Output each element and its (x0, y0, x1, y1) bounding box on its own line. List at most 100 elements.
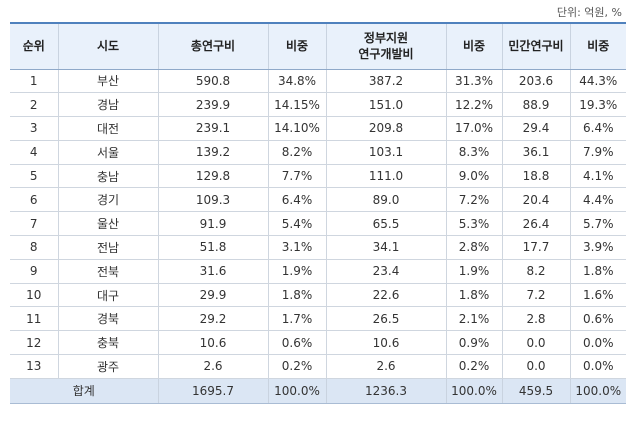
cell-total-share: 5.4% (267, 211, 326, 237)
total-total: 1695.7 (157, 378, 268, 404)
cell-gov: 151.0 (325, 92, 446, 118)
total-private: 459.5 (501, 378, 570, 404)
cell-private: 20.4 (501, 187, 570, 213)
cell-gov-share: 0.9% (445, 330, 502, 356)
cell-private: 203.6 (501, 69, 570, 94)
cell-private: 88.9 (501, 92, 570, 118)
cell-gov-share: 7.2% (445, 187, 502, 213)
cell-total-share: 7.7% (267, 164, 326, 189)
table-row: 4 서울 139.2 8.2% 103.1 8.3% 36.1 7.9% (10, 140, 626, 165)
cell-gov: 2.6 (325, 354, 446, 379)
cell-gov-share: 1.9% (445, 259, 502, 284)
cell-total: 139.2 (157, 140, 268, 165)
cell-rank: 9 (10, 259, 58, 284)
cell-total: 10.6 (157, 330, 268, 356)
cell-total: 239.9 (157, 92, 268, 118)
cell-total-share: 1.9% (267, 259, 326, 284)
cell-total-share: 3.1% (267, 235, 326, 260)
cell-region: 충남 (57, 164, 158, 189)
header-private: 민간연구비 (501, 22, 570, 70)
cell-rank: 10 (10, 283, 58, 308)
cell-gov: 26.5 (325, 306, 446, 332)
table-row: 7 울산 91.9 5.4% 65.5 5.3% 26.4 5.7% (10, 211, 626, 237)
cell-gov-share: 5.3% (445, 211, 502, 237)
cell-total-share: 34.8% (267, 69, 326, 94)
cell-rank: 8 (10, 235, 58, 260)
cell-total-share: 1.8% (267, 283, 326, 308)
cell-private-share: 4.4% (569, 187, 626, 213)
cell-private: 0.0 (501, 330, 570, 356)
cell-private: 17.7 (501, 235, 570, 260)
cell-private-share: 44.3% (569, 69, 626, 94)
cell-private: 36.1 (501, 140, 570, 165)
cell-region: 광주 (57, 354, 158, 379)
table-row: 3 대전 239.1 14.10% 209.8 17.0% 29.4 6.4% (10, 116, 626, 141)
cell-private-share: 4.1% (569, 164, 626, 189)
cell-rank: 5 (10, 164, 58, 189)
cell-rank: 2 (10, 92, 58, 118)
cell-rank: 1 (10, 69, 58, 94)
cell-total: 29.2 (157, 306, 268, 332)
cell-total-share: 1.7% (267, 306, 326, 332)
cell-gov: 23.4 (325, 259, 446, 284)
header-region: 시도 (57, 22, 158, 70)
cell-region: 대전 (57, 116, 158, 141)
cell-gov-share: 31.3% (445, 69, 502, 94)
header-gov-line1: 정부지원 (363, 31, 409, 46)
cell-rank: 12 (10, 330, 58, 356)
total-gov-share: 100.0% (445, 378, 502, 404)
header-total: 총연구비 (157, 22, 268, 70)
cell-total-share: 0.6% (267, 330, 326, 356)
table-row: 11 경북 29.2 1.7% 26.5 2.1% 2.8 0.6% (10, 306, 626, 332)
cell-gov: 209.8 (325, 116, 446, 141)
cell-rank: 4 (10, 140, 58, 165)
table-row: 10 대구 29.9 1.8% 22.6 1.8% 7.2 1.6% (10, 283, 626, 308)
cell-rank: 11 (10, 306, 58, 332)
cell-private-share: 3.9% (569, 235, 626, 260)
cell-total: 590.8 (157, 69, 268, 94)
table-row: 12 충북 10.6 0.6% 10.6 0.9% 0.0 0.0% (10, 330, 626, 356)
cell-total: 2.6 (157, 354, 268, 379)
header-gov-line2: 연구개발비 (358, 47, 414, 62)
cell-gov-share: 17.0% (445, 116, 502, 141)
cell-total-share: 14.10% (267, 116, 326, 141)
cell-gov: 111.0 (325, 164, 446, 189)
cell-total-share: 6.4% (267, 187, 326, 213)
table-row: 8 전남 51.8 3.1% 34.1 2.8% 17.7 3.9% (10, 235, 626, 260)
total-total-share: 100.0% (267, 378, 326, 404)
cell-gov-share: 2.8% (445, 235, 502, 260)
table-row: 5 충남 129.8 7.7% 111.0 9.0% 18.8 4.1% (10, 164, 626, 189)
cell-rank: 6 (10, 187, 58, 213)
cell-private: 7.2 (501, 283, 570, 308)
total-private-share: 100.0% (569, 378, 626, 404)
cell-gov: 387.2 (325, 69, 446, 94)
cell-private-share: 5.7% (569, 211, 626, 237)
cell-private-share: 7.9% (569, 140, 626, 165)
cell-private: 2.8 (501, 306, 570, 332)
cell-total-share: 14.15% (267, 92, 326, 118)
header-gov: 정부지원 연구개발비 (325, 22, 446, 70)
rnd-budget-table: 순위 시도 총연구비 비중 정부지원 연구개발비 비중 민간연구비 비중 1 부산… (10, 22, 626, 404)
total-row: 합계 1695.7 100.0% 1236.3 100.0% 459.5 100… (10, 378, 626, 404)
table-row: 9 전북 31.6 1.9% 23.4 1.9% 8.2 1.8% (10, 259, 626, 284)
cell-private: 8.2 (501, 259, 570, 284)
cell-gov-share: 2.1% (445, 306, 502, 332)
header-total-share: 비중 (267, 22, 326, 70)
cell-region: 서울 (57, 140, 158, 165)
cell-gov-share: 0.2% (445, 354, 502, 379)
cell-rank: 7 (10, 211, 58, 237)
cell-private: 29.4 (501, 116, 570, 141)
header-gov-share: 비중 (445, 22, 502, 70)
total-label: 합계 (10, 378, 158, 404)
header-row: 순위 시도 총연구비 비중 정부지원 연구개발비 비중 민간연구비 비중 (10, 22, 626, 70)
cell-region: 경남 (57, 92, 158, 118)
cell-private: 18.8 (501, 164, 570, 189)
cell-private: 26.4 (501, 211, 570, 237)
cell-gov: 10.6 (325, 330, 446, 356)
cell-gov: 65.5 (325, 211, 446, 237)
cell-private-share: 0.0% (569, 330, 626, 356)
cell-gov-share: 12.2% (445, 92, 502, 118)
cell-region: 경북 (57, 306, 158, 332)
cell-private-share: 0.6% (569, 306, 626, 332)
cell-private: 0.0 (501, 354, 570, 379)
